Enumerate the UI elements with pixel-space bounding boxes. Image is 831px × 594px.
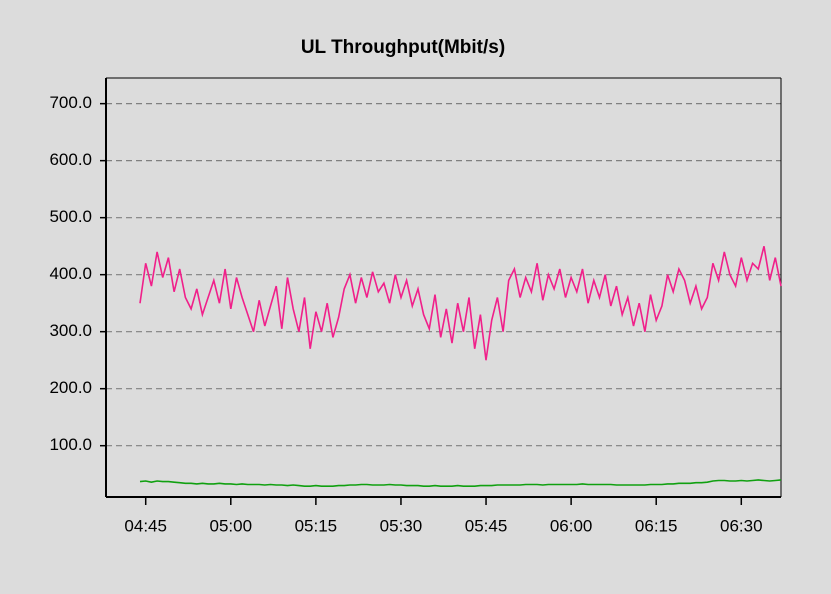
x-tick-label: 05:00 xyxy=(210,516,253,535)
y-tick-label: 400.0 xyxy=(49,264,92,283)
x-tick-label: 04:45 xyxy=(124,516,167,535)
chart-title: UL Throughput(Mbit/s) xyxy=(301,37,505,58)
x-tick-label: 06:30 xyxy=(720,516,763,535)
series-line xyxy=(139,479,782,487)
y-tick-label: 200.0 xyxy=(49,378,92,397)
x-tick-label: 05:15 xyxy=(295,516,338,535)
series-line xyxy=(139,246,782,361)
y-tick-label: 600.0 xyxy=(49,150,92,169)
x-tick-label: 05:45 xyxy=(465,516,508,535)
x-tick-label: 05:30 xyxy=(380,516,423,535)
y-tick-label: 500.0 xyxy=(49,207,92,226)
y-tick-label: 300.0 xyxy=(49,321,92,340)
x-tick-label: 06:15 xyxy=(635,516,678,535)
y-tick-label: 100.0 xyxy=(49,435,92,454)
x-tick-label: 06:00 xyxy=(550,516,593,535)
y-tick-label: 700.0 xyxy=(49,93,92,112)
